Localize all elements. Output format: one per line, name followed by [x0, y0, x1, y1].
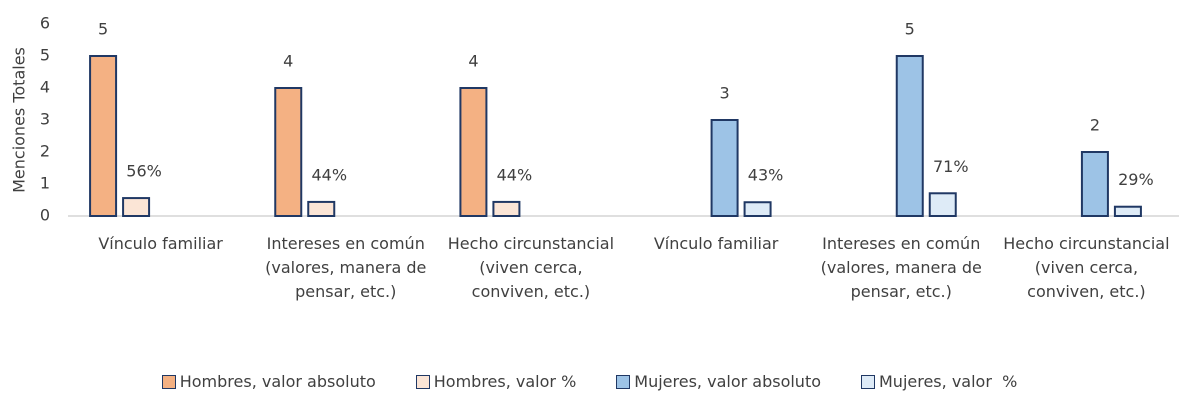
legend-swatch: [161, 374, 176, 389]
bar: [89, 55, 118, 217]
data-label: 29%: [1118, 170, 1154, 189]
legend-swatch: [415, 374, 430, 389]
bar: [274, 87, 303, 217]
legend-label: Hombres, valor absoluto: [179, 372, 376, 391]
bar: [307, 200, 336, 217]
data-label: 4: [468, 52, 478, 71]
data-label: 2: [1090, 116, 1100, 135]
data-label: 44%: [497, 165, 533, 184]
y-tick-label: 3: [40, 110, 50, 129]
y-tick-label: 2: [40, 142, 50, 161]
legend-swatch: [861, 374, 875, 389]
bar: [1113, 205, 1142, 218]
x-tick-label: Hecho circunstancial (viven cerca, convi…: [447, 234, 615, 301]
legend: Hombres, valor absoluto Hombres, valor % M…: [0, 372, 1179, 391]
data-label: 43%: [748, 166, 784, 185]
y-tick-label: 1: [40, 174, 50, 193]
y-tick-label: 6: [40, 14, 50, 33]
bar: [743, 201, 772, 218]
data-label: 3: [719, 84, 729, 103]
legend-label: Hombres, valor %: [433, 372, 577, 391]
x-tick-label: Intereses en común (valores, manera de p…: [820, 234, 982, 301]
bar: [1080, 151, 1109, 217]
x-tick-label: Hecho circunstancial (viven cerca, convi…: [1003, 234, 1170, 301]
y-tick-label: 5: [40, 46, 50, 65]
data-label: 56%: [126, 162, 162, 181]
bar: [459, 87, 488, 217]
y-tick-label: 0: [40, 206, 50, 225]
data-label: 44%: [311, 165, 347, 184]
legend-item: Hombres, valor %: [415, 372, 577, 391]
legend-swatch: [616, 374, 631, 389]
bar: [122, 197, 151, 218]
data-label: 71%: [933, 157, 969, 176]
y-tick-label: 4: [40, 78, 50, 97]
x-tick-label: Vínculo familiar: [98, 234, 223, 253]
data-label: 4: [283, 52, 293, 71]
legend-item: Hombres, valor absoluto: [161, 372, 376, 391]
bar: [895, 55, 924, 217]
legend-item: Mujeres, valor %: [861, 372, 1017, 391]
bar: [928, 192, 957, 217]
x-tick-label: Vínculo familiar: [653, 234, 779, 253]
bar: [710, 119, 739, 217]
data-label: 5: [905, 20, 915, 39]
legend-label: Mujeres, valor %: [879, 372, 1018, 391]
x-tick-label: Intereses en común (valores, manera de p…: [265, 234, 427, 301]
bar: [492, 200, 521, 217]
legend-item: Mujeres, valor absoluto: [616, 372, 821, 391]
legend-label: Mujeres, valor absoluto: [634, 372, 821, 391]
y-axis-label: Menciones Totales: [10, 47, 29, 193]
data-label: 5: [98, 20, 108, 39]
